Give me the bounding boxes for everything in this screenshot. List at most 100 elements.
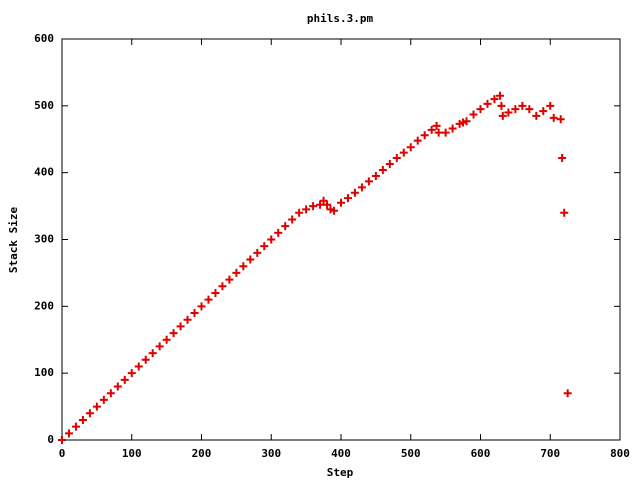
point	[127, 369, 136, 378]
point	[558, 153, 567, 162]
point	[246, 255, 255, 264]
point	[99, 395, 108, 404]
point	[496, 91, 505, 100]
point	[560, 208, 569, 217]
point	[218, 282, 227, 291]
point	[106, 389, 115, 398]
y-axis-label: Stack Size	[7, 207, 20, 274]
point	[525, 105, 534, 114]
point	[371, 172, 380, 181]
point	[434, 128, 443, 137]
x-tick-label: 500	[401, 447, 421, 460]
point	[78, 415, 87, 424]
y-tick-label: 600	[34, 32, 54, 45]
point	[148, 349, 157, 358]
y-tick-label: 200	[34, 299, 54, 312]
point	[239, 262, 248, 271]
point	[539, 107, 548, 116]
point	[64, 429, 73, 438]
y-tick-label: 0	[47, 433, 54, 446]
point	[169, 329, 178, 338]
x-tick-label: 700	[540, 447, 560, 460]
point	[556, 115, 565, 124]
y-tick-label: 300	[34, 233, 54, 246]
chart-title: phils.3.pm	[307, 12, 374, 25]
point	[441, 128, 450, 137]
point	[211, 288, 220, 297]
point	[176, 322, 185, 331]
point	[483, 99, 492, 108]
point	[113, 382, 122, 391]
point	[462, 117, 471, 126]
point	[162, 335, 171, 344]
point	[518, 101, 527, 110]
point	[385, 159, 394, 168]
point	[413, 136, 422, 145]
point	[427, 125, 436, 134]
point	[378, 165, 387, 174]
point	[225, 275, 234, 284]
point	[316, 200, 325, 209]
x-tick-label: 600	[471, 447, 491, 460]
point	[532, 111, 541, 120]
point	[448, 124, 457, 133]
point	[420, 131, 429, 140]
point	[357, 183, 366, 192]
x-tick-label: 100	[122, 447, 142, 460]
point	[260, 242, 269, 251]
point	[183, 315, 192, 324]
point	[476, 105, 485, 114]
point	[232, 268, 241, 277]
point	[364, 177, 373, 186]
point	[497, 101, 506, 110]
x-tick-label: 800	[610, 447, 630, 460]
point	[432, 121, 441, 130]
x-tick-label: 300	[261, 447, 281, 460]
y-tick-label: 100	[34, 366, 54, 379]
point	[511, 105, 520, 114]
point	[549, 113, 558, 122]
x-tick-label: 0	[59, 447, 66, 460]
point	[281, 222, 290, 231]
point	[392, 153, 401, 162]
point	[406, 143, 415, 152]
point	[469, 110, 478, 119]
point	[204, 295, 213, 304]
x-axis-label: Step	[327, 466, 354, 479]
point	[197, 302, 206, 311]
x-tick-label: 400	[331, 447, 351, 460]
point	[253, 248, 262, 257]
point	[504, 108, 513, 117]
point	[134, 362, 143, 371]
point	[330, 206, 339, 215]
point	[302, 205, 311, 214]
point	[323, 200, 332, 209]
point	[155, 342, 164, 351]
point	[267, 235, 276, 244]
point	[92, 402, 101, 411]
point	[546, 101, 555, 110]
point	[337, 198, 345, 207]
y-tick-label: 500	[34, 99, 54, 112]
point	[141, 355, 150, 364]
x-tick-label: 200	[192, 447, 212, 460]
point	[319, 196, 328, 205]
point	[490, 95, 499, 104]
point	[350, 188, 359, 197]
point	[343, 194, 352, 203]
y-tick-label: 400	[34, 166, 54, 179]
plot-frame	[61, 38, 621, 441]
point	[288, 215, 297, 224]
point	[58, 436, 66, 444]
point	[190, 309, 199, 318]
point	[498, 111, 507, 120]
point	[85, 409, 94, 418]
point	[71, 422, 80, 431]
point	[399, 148, 408, 157]
point	[295, 208, 304, 217]
point	[309, 202, 318, 211]
point	[274, 228, 283, 237]
point	[120, 375, 129, 384]
point	[563, 389, 572, 398]
